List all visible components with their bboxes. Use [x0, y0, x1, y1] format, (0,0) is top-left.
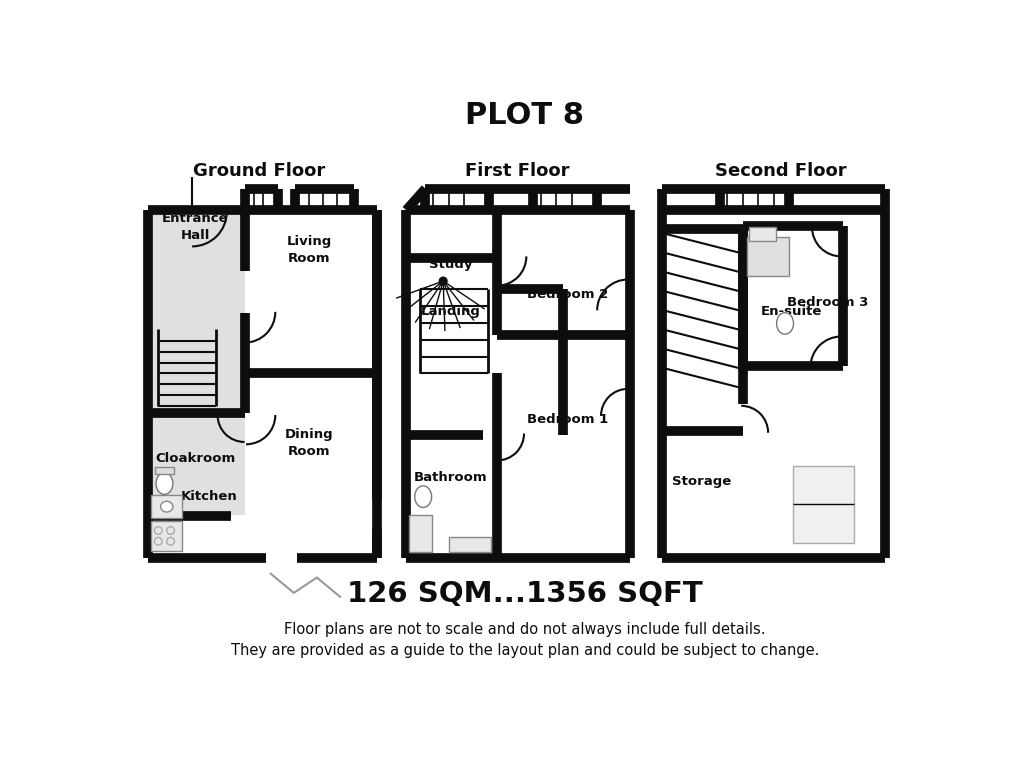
Text: 126 SQM...1356 SQFT: 126 SQM...1356 SQFT	[347, 581, 702, 608]
Bar	[749, 227, 776, 241]
Text: Cloakroom: Cloakroom	[155, 452, 236, 464]
Text: Ground Floor: Ground Floor	[194, 162, 326, 180]
Text: Second Floor: Second Floor	[716, 162, 847, 180]
Text: Storage: Storage	[673, 475, 731, 487]
Bar	[148, 211, 245, 414]
Bar	[793, 466, 854, 543]
Text: Bedroom 2: Bedroom 2	[527, 289, 608, 301]
Ellipse shape	[161, 501, 173, 512]
Text: Bedroom 1: Bedroom 1	[527, 413, 608, 426]
Bar	[156, 467, 174, 474]
Bar	[746, 237, 788, 276]
Bar	[449, 537, 490, 552]
Circle shape	[439, 277, 447, 285]
Bar	[148, 413, 245, 515]
Bar	[152, 495, 182, 518]
Text: First Floor: First Floor	[465, 162, 569, 180]
Text: Living
Room: Living Room	[287, 236, 332, 265]
Bar	[662, 210, 885, 558]
Ellipse shape	[156, 473, 173, 494]
Text: Study: Study	[429, 258, 473, 270]
Text: Dining
Room: Dining Room	[285, 428, 334, 457]
Text: Bedroom 3: Bedroom 3	[786, 296, 868, 309]
Text: PLOT 8: PLOT 8	[465, 101, 585, 130]
Text: Kitchen: Kitchen	[180, 490, 238, 503]
Text: Floor plans are not to scale and do not always include full details.: Floor plans are not to scale and do not …	[284, 622, 766, 638]
Bar	[152, 521, 182, 551]
Bar	[407, 210, 630, 558]
Text: Bathroom: Bathroom	[414, 471, 487, 484]
Bar	[147, 210, 377, 558]
Ellipse shape	[415, 486, 432, 507]
Ellipse shape	[776, 313, 794, 334]
Text: Landing: Landing	[421, 306, 481, 318]
Text: Entrance
Hall: Entrance Hall	[162, 213, 228, 242]
Bar	[410, 515, 432, 552]
Text: En-suite: En-suite	[761, 306, 822, 318]
Text: They are provided as a guide to the layout plan and could be subject to change.: They are provided as a guide to the layo…	[230, 643, 819, 658]
